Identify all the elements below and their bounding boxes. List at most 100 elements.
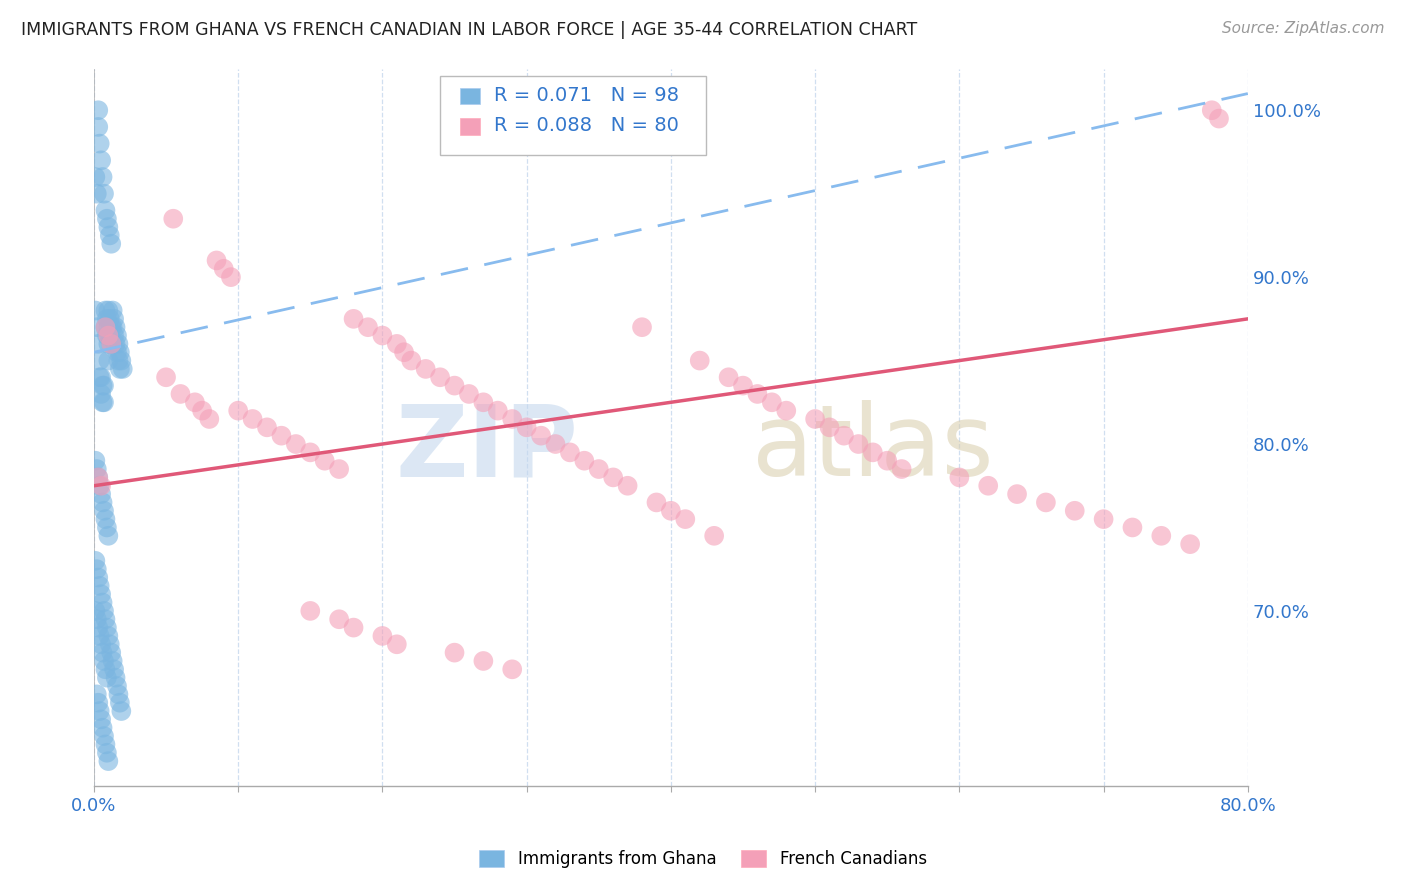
Point xyxy=(90,370,112,384)
Point xyxy=(89,629,111,643)
Point xyxy=(86,186,108,201)
Point xyxy=(90,487,112,501)
Point xyxy=(93,504,115,518)
Point xyxy=(299,604,322,618)
Point xyxy=(169,387,191,401)
Point xyxy=(94,612,117,626)
Point xyxy=(96,621,118,635)
Point xyxy=(90,637,112,651)
Point xyxy=(87,621,110,635)
Point xyxy=(1063,504,1085,518)
Point xyxy=(804,412,827,426)
Point xyxy=(108,345,131,359)
Point xyxy=(101,303,124,318)
Point xyxy=(104,337,127,351)
Point xyxy=(96,746,118,760)
Point xyxy=(90,153,112,168)
Point xyxy=(97,629,120,643)
Point xyxy=(87,120,110,134)
Point xyxy=(93,395,115,409)
Point xyxy=(107,687,129,701)
Point xyxy=(98,637,121,651)
Point xyxy=(385,637,408,651)
Point xyxy=(87,103,110,118)
Point xyxy=(1035,495,1057,509)
Text: atlas: atlas xyxy=(752,401,993,498)
Point xyxy=(703,529,725,543)
Point xyxy=(415,362,437,376)
Legend: Immigrants from Ghana, French Canadians: Immigrants from Ghana, French Canadians xyxy=(472,843,934,875)
Point xyxy=(107,337,129,351)
Text: R = 0.071   N = 98: R = 0.071 N = 98 xyxy=(495,86,679,104)
Point xyxy=(98,311,121,326)
Point xyxy=(472,395,495,409)
Point xyxy=(97,353,120,368)
Point xyxy=(184,395,207,409)
Point xyxy=(328,462,350,476)
Point xyxy=(91,395,114,409)
Point xyxy=(91,596,114,610)
Point xyxy=(93,186,115,201)
Point xyxy=(97,754,120,768)
Point xyxy=(111,362,134,376)
Point xyxy=(717,370,740,384)
Point xyxy=(645,495,668,509)
Bar xyxy=(460,87,481,104)
Point xyxy=(86,612,108,626)
Point xyxy=(86,320,108,334)
Point xyxy=(91,646,114,660)
Point xyxy=(616,479,638,493)
Point xyxy=(588,462,610,476)
Point xyxy=(91,378,114,392)
Point xyxy=(775,403,797,417)
Point xyxy=(96,211,118,226)
Point xyxy=(602,470,624,484)
Point xyxy=(89,579,111,593)
Point xyxy=(198,412,221,426)
FancyBboxPatch shape xyxy=(440,76,706,154)
Point xyxy=(731,378,754,392)
Text: ZIP: ZIP xyxy=(395,401,579,498)
Point xyxy=(472,654,495,668)
Point xyxy=(87,470,110,484)
Point xyxy=(107,353,129,368)
Point xyxy=(105,328,128,343)
Point xyxy=(673,512,696,526)
Point xyxy=(100,337,122,351)
Point xyxy=(86,462,108,476)
Point xyxy=(530,428,553,442)
Point xyxy=(97,320,120,334)
Point xyxy=(90,387,112,401)
Point xyxy=(314,453,336,467)
Text: IMMIGRANTS FROM GHANA VS FRENCH CANADIAN IN LABOR FORCE | AGE 35-44 CORRELATION : IMMIGRANTS FROM GHANA VS FRENCH CANADIAN… xyxy=(21,21,917,39)
Point xyxy=(876,453,898,467)
Point xyxy=(104,671,127,685)
Point xyxy=(890,462,912,476)
Point xyxy=(94,320,117,334)
Point xyxy=(162,211,184,226)
Point xyxy=(486,403,509,417)
Point xyxy=(100,337,122,351)
Point xyxy=(110,353,132,368)
Point xyxy=(96,311,118,326)
Point xyxy=(93,729,115,743)
Point xyxy=(284,437,307,451)
Point xyxy=(501,412,523,426)
Point xyxy=(93,378,115,392)
Point xyxy=(103,328,125,343)
Point xyxy=(1092,512,1115,526)
Point xyxy=(94,303,117,318)
Point xyxy=(97,328,120,343)
Point xyxy=(155,370,177,384)
Point xyxy=(443,378,465,392)
Point xyxy=(97,303,120,318)
Point xyxy=(747,387,769,401)
Point xyxy=(86,562,108,576)
Point xyxy=(205,253,228,268)
Point xyxy=(96,671,118,685)
Point xyxy=(1005,487,1028,501)
Point xyxy=(574,453,596,467)
Point xyxy=(342,621,364,635)
Point xyxy=(977,479,1000,493)
Point xyxy=(501,662,523,676)
